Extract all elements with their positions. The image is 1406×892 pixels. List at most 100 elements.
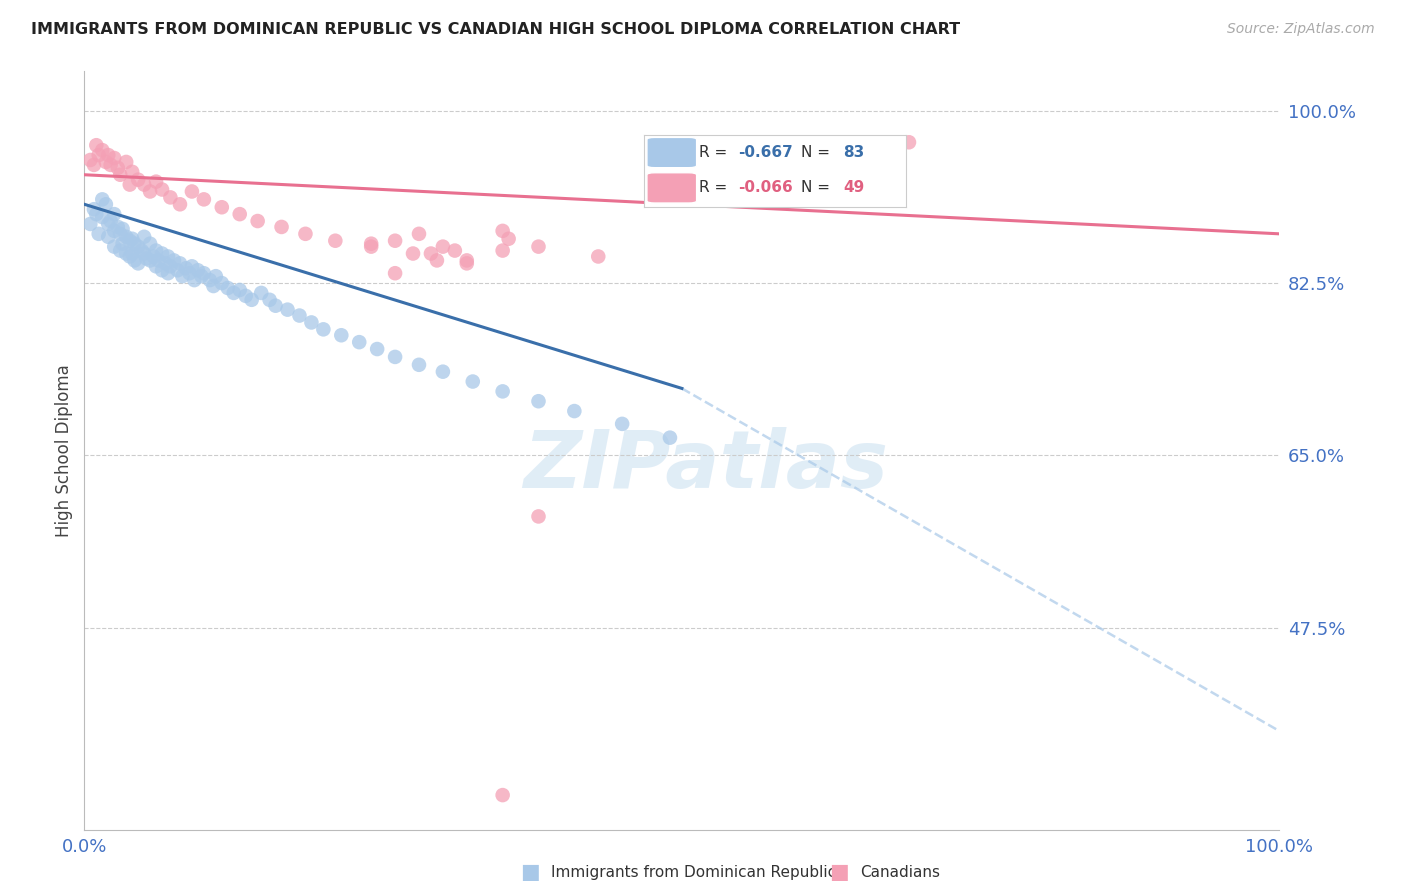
Point — [444, 244, 467, 258]
Point — [432, 239, 454, 253]
Point — [79, 217, 101, 231]
Point — [145, 175, 167, 189]
Point — [426, 253, 449, 268]
Text: 83: 83 — [844, 145, 865, 160]
Point — [110, 168, 132, 182]
Point — [139, 185, 162, 199]
Point — [118, 250, 141, 264]
Point — [97, 217, 120, 231]
Point — [97, 148, 120, 162]
Point — [150, 246, 173, 260]
Point — [150, 263, 173, 277]
Point — [229, 207, 252, 221]
Point — [139, 236, 162, 251]
Point — [163, 253, 186, 268]
Point — [103, 239, 125, 253]
Point — [87, 148, 110, 162]
Point — [83, 158, 105, 172]
Point — [193, 193, 215, 207]
Point — [217, 281, 239, 295]
Point — [325, 234, 347, 248]
Point — [111, 236, 134, 251]
Text: R =: R = — [699, 145, 733, 160]
Point — [527, 239, 550, 253]
Point — [384, 350, 406, 364]
Point — [360, 239, 382, 253]
Point — [121, 246, 143, 260]
Point — [898, 135, 921, 149]
Point — [264, 299, 287, 313]
Point — [456, 256, 478, 270]
Point — [181, 185, 204, 199]
Point — [118, 234, 141, 248]
FancyBboxPatch shape — [647, 173, 696, 203]
Point — [294, 227, 316, 241]
Point — [461, 375, 484, 389]
Point — [142, 250, 165, 264]
Text: Canadians: Canadians — [860, 865, 941, 880]
Point — [150, 182, 173, 196]
Point — [127, 239, 149, 253]
Point — [492, 788, 515, 802]
Point — [127, 256, 149, 270]
Point — [107, 161, 129, 175]
Point — [492, 384, 515, 399]
Point — [384, 266, 406, 280]
Text: N =: N = — [801, 145, 835, 160]
Point — [107, 219, 129, 234]
Point — [349, 335, 371, 350]
Point — [145, 244, 167, 258]
Point — [420, 246, 443, 260]
Point — [121, 165, 143, 179]
Point — [83, 202, 105, 217]
Point — [301, 315, 323, 329]
Point — [235, 289, 257, 303]
Point — [498, 232, 520, 246]
Point — [110, 244, 132, 258]
Point — [277, 302, 299, 317]
Point — [250, 285, 273, 300]
Point — [169, 197, 191, 211]
Point — [91, 210, 114, 224]
Point — [124, 253, 146, 268]
Point — [408, 227, 430, 241]
Point — [246, 214, 269, 228]
Point — [135, 252, 157, 266]
Point — [115, 155, 138, 169]
Point — [222, 285, 245, 300]
Point — [94, 155, 117, 169]
Text: -0.066: -0.066 — [738, 180, 793, 195]
Point — [198, 273, 221, 287]
Point — [181, 260, 204, 274]
Point — [132, 229, 156, 244]
Point — [179, 266, 201, 280]
Point — [131, 244, 153, 258]
FancyBboxPatch shape — [647, 137, 696, 168]
Point — [259, 293, 281, 307]
Point — [240, 293, 263, 307]
Point — [157, 266, 180, 280]
Point — [172, 269, 194, 284]
Point — [103, 151, 125, 165]
Point — [115, 246, 138, 260]
Point — [288, 309, 311, 323]
Text: 49: 49 — [844, 180, 865, 195]
Point — [408, 358, 430, 372]
Point — [187, 263, 209, 277]
Point — [100, 214, 122, 228]
Point — [183, 273, 205, 287]
Point — [384, 234, 406, 248]
Point — [111, 222, 134, 236]
Point — [94, 197, 117, 211]
Point — [174, 261, 197, 276]
Point — [432, 365, 454, 379]
Point — [402, 246, 425, 260]
Point — [659, 431, 682, 445]
Point — [166, 263, 188, 277]
Text: -0.667: -0.667 — [738, 145, 793, 160]
Point — [86, 207, 108, 221]
Point — [127, 172, 149, 186]
Text: Source: ZipAtlas.com: Source: ZipAtlas.com — [1227, 22, 1375, 37]
Point — [121, 232, 143, 246]
Point — [103, 224, 125, 238]
